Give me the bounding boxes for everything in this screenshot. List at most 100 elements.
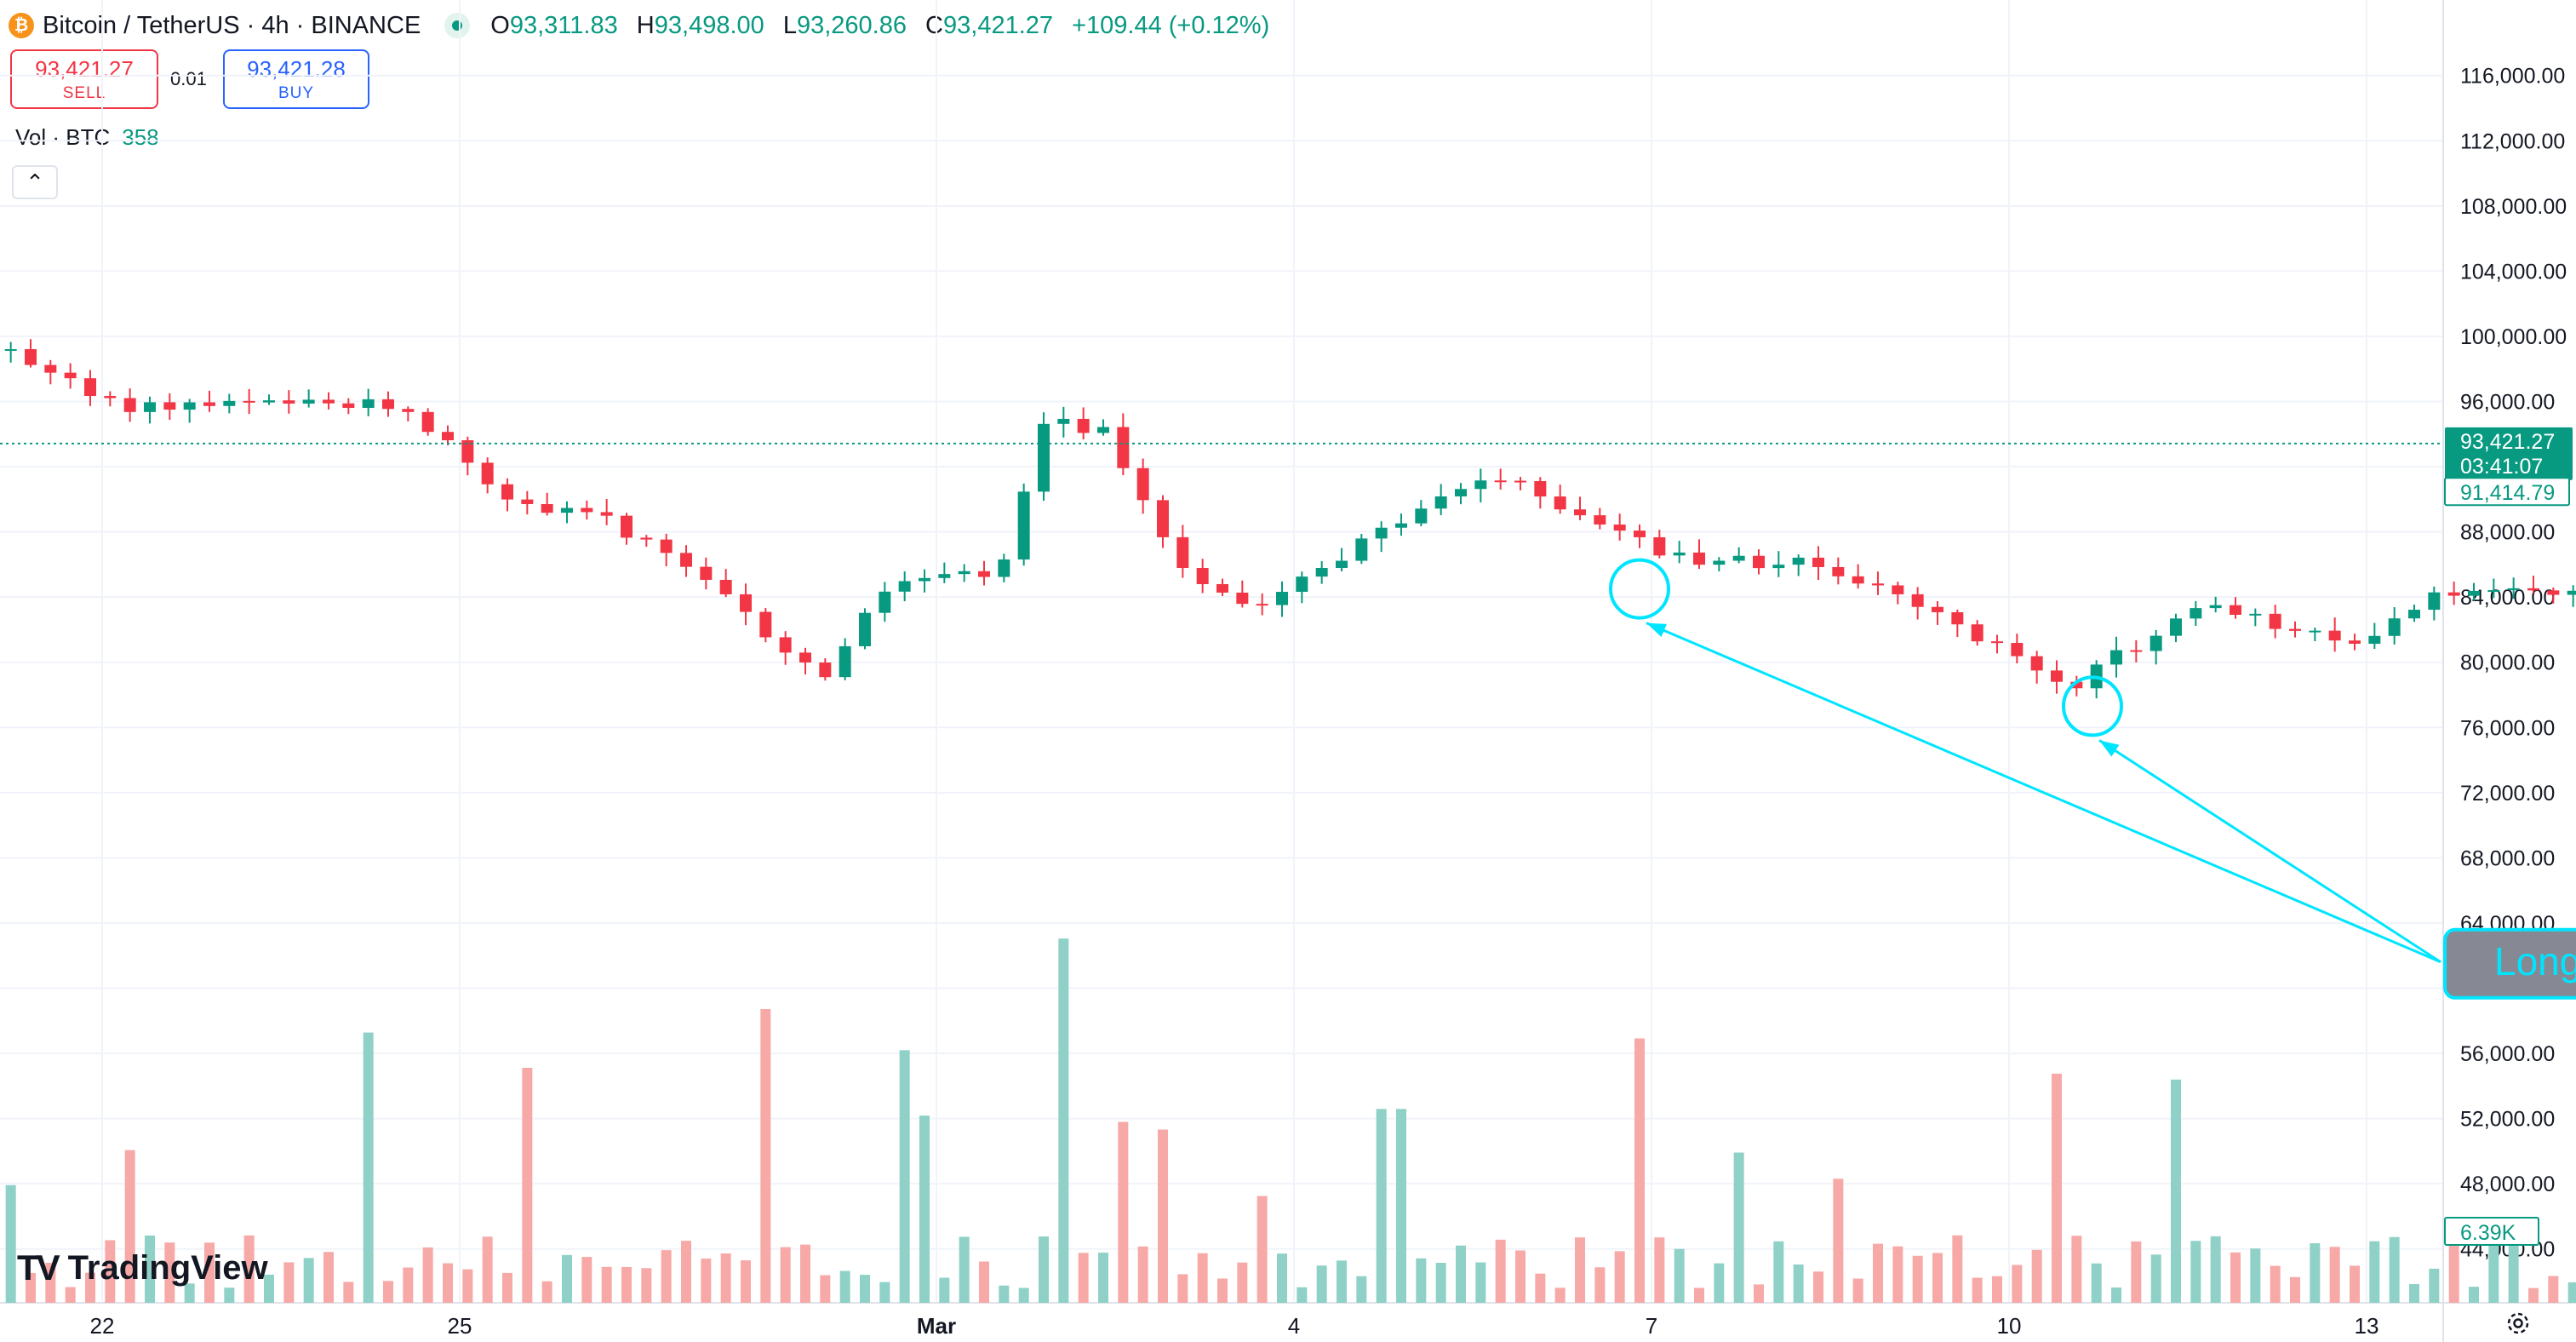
volume-bar: [1058, 938, 1069, 1303]
candle-body: [402, 409, 415, 412]
candle-body: [104, 396, 117, 399]
volume-bar: [2567, 1282, 2576, 1303]
volume-bar: [323, 1252, 334, 1303]
volume-bar: [1039, 1236, 1049, 1303]
price-axis-tick: 88,000.00: [2460, 521, 2555, 545]
candle-body: [2447, 592, 2460, 596]
volume-bar: [2508, 1241, 2519, 1303]
volume-bar: [1793, 1264, 1804, 1303]
volume-bar: [2528, 1288, 2539, 1303]
symbol-title[interactable]: Bitcoin / TetherUS · 4h · BINANCE: [43, 11, 421, 39]
volume-bar: [820, 1275, 831, 1303]
volume-indicator-legend[interactable]: Vol · BTC 358: [15, 124, 159, 151]
buy-label: BUY: [278, 83, 315, 102]
candle-body: [2349, 640, 2361, 645]
volume-bar: [283, 1262, 295, 1303]
volume-bar: [919, 1115, 930, 1303]
candle-body: [1296, 576, 1308, 593]
candle-body: [2289, 628, 2301, 631]
volume-bar: [2250, 1248, 2261, 1303]
sell-button[interactable]: 93,421.27 SELL: [10, 49, 158, 109]
volume-bar: [184, 1283, 195, 1303]
candle-body: [183, 402, 196, 410]
volume-bar: [2091, 1263, 2102, 1303]
volume-bar: [879, 1282, 890, 1303]
volume-bar: [2230, 1252, 2241, 1303]
price-axis-tick: 56,000.00: [2460, 1042, 2555, 1066]
volume-bar: [2190, 1241, 2201, 1303]
open-value: 93,311.83: [509, 11, 618, 39]
candle-body: [1991, 641, 2003, 644]
candle-body: [1792, 557, 1805, 565]
spread-value: 0.01: [170, 68, 207, 89]
volume-bar: [1554, 1288, 1566, 1303]
candle-body: [1415, 508, 1428, 524]
open-label: O: [490, 11, 510, 39]
volume-label-bg: [2444, 1217, 2539, 1246]
candle-body: [1613, 524, 1626, 531]
high-label: H: [636, 11, 655, 39]
volume-bar: [1594, 1267, 1606, 1303]
volume-bar: [403, 1267, 414, 1303]
candle-body: [1812, 557, 1824, 567]
volume-bar: [1158, 1129, 1168, 1303]
buy-price: 93,421.28: [247, 55, 346, 82]
candle-body: [1932, 606, 1943, 612]
candle-body: [323, 399, 335, 404]
candle-body: [839, 645, 851, 678]
volume-bar: [720, 1253, 731, 1303]
candle-body: [1236, 592, 1249, 605]
annotation-label-text: Long position opened: [2494, 939, 2576, 984]
close-label: C: [925, 11, 943, 39]
chart-settings-gear-icon[interactable]: [2503, 1308, 2533, 1339]
volume-bar: [1456, 1245, 1466, 1303]
candle-body: [1315, 567, 1328, 577]
volume-bar: [1237, 1262, 1248, 1303]
candle-body: [1971, 624, 1984, 642]
candlestick-series: [4, 339, 2576, 699]
volume-bar: [760, 1009, 771, 1303]
candle-body: [521, 499, 534, 504]
candle-body: [1434, 496, 1447, 509]
candle-body: [1157, 500, 1169, 537]
candle-body: [919, 577, 930, 582]
volume-bar: [26, 1272, 36, 1303]
candle-body: [2468, 590, 2480, 596]
volume-bar: [1137, 1246, 1148, 1303]
tradingview-logo[interactable]: TV TradingView: [17, 1245, 268, 1291]
volume-bar: [1952, 1235, 1963, 1303]
price-axis-tick: 104,000.00: [2460, 260, 2567, 284]
buy-button[interactable]: 93,421.28 BUY: [223, 49, 369, 109]
volume-bar: [45, 1262, 56, 1303]
tradingview-logo-icon: TV: [17, 1247, 60, 1288]
volume-bar: [741, 1260, 751, 1303]
candle-body: [1772, 565, 1785, 569]
annotation-arrow-head: [1646, 622, 1667, 638]
line-marker-label-bg: [2444, 477, 2570, 507]
collapse-legend-button[interactable]: ⌃: [12, 165, 58, 199]
volume-bar: [145, 1235, 155, 1303]
candle-body: [1634, 530, 1646, 537]
candle-body: [163, 402, 176, 410]
candle-body: [1951, 611, 1964, 625]
high-value: 93,498.00: [654, 11, 764, 39]
time-axis-tick: 7: [1646, 1313, 1657, 1339]
volume-bar: [860, 1275, 870, 1303]
volume-bar: [1475, 1262, 1486, 1303]
volume-bar: [343, 1282, 354, 1303]
volume-bar: [2310, 1243, 2321, 1303]
candle-body: [2527, 588, 2539, 591]
candle-body: [1097, 427, 1109, 433]
volume-bar: [1892, 1246, 1903, 1303]
volume-bar: [1754, 1284, 1764, 1303]
volume-bar: [1813, 1271, 1823, 1303]
volume-bar: [1356, 1276, 1367, 1303]
candle-body: [541, 503, 553, 513]
volume-bar: [2548, 1276, 2559, 1303]
candle-body: [1256, 604, 1268, 606]
volume-bar: [562, 1254, 572, 1303]
volume-bar: [462, 1269, 473, 1303]
volume-bar: [1773, 1241, 1784, 1303]
candle-body: [1136, 467, 1149, 501]
